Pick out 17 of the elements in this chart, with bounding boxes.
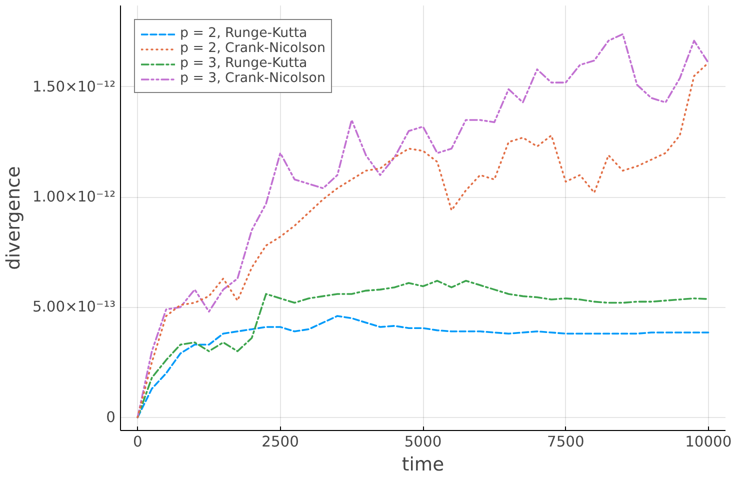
line-series [136,280,710,418]
x-tick-label: 7500 [547,434,584,450]
x-tick-label: 0 [132,434,142,450]
x-axis-title: time [402,454,444,476]
legend-label: p = 3, Crank-Nicolson [180,71,326,86]
x-tick-label: 10000 [685,434,732,450]
legend-label: p = 2, Crank-Nicolson [180,41,326,56]
legend-label: p = 3, Runge-Kutta [180,56,308,71]
line-series [136,315,710,418]
x-tick-label: 5000 [404,434,442,450]
y-tick-label: 5.00×10⁻¹³ [32,298,116,316]
legend-label: p = 2, Runge-Kutta [180,26,308,41]
x-tick-label: 2500 [262,434,299,450]
y-tick-label: 1.50×10⁻¹² [32,78,116,96]
y-tick-label: 0 [106,408,116,426]
y-tick-label: 1.00×10⁻¹² [32,188,116,206]
y-axis-title: divergence [3,166,24,270]
